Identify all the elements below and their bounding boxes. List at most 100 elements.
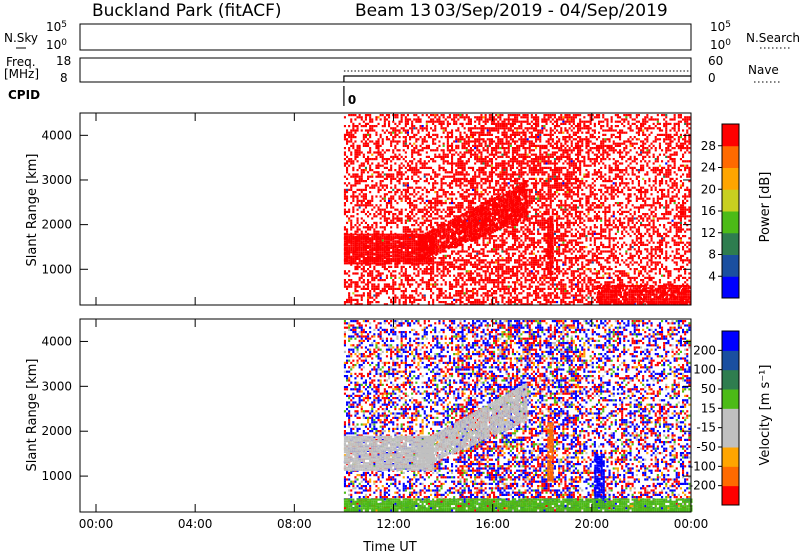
scatter-cell (562, 237, 565, 240)
scatter-cell (499, 276, 502, 279)
scatter-cell (461, 193, 464, 196)
scatter-cell (543, 239, 546, 242)
scatter-cell (371, 180, 374, 183)
scatter-cell (394, 147, 397, 150)
scatter-cell (541, 294, 544, 297)
scatter-cell (549, 136, 552, 139)
scatter-cell (451, 169, 454, 172)
scatter-cell (411, 153, 414, 156)
scatter-cell (461, 144, 464, 147)
scatter-cell (568, 116, 571, 119)
scatter-cell (463, 217, 466, 220)
nsky-label: N.Sky (4, 31, 38, 45)
scatter-cell (451, 171, 454, 174)
scatter-cell (446, 136, 449, 139)
scatter-cell (503, 230, 506, 233)
scatter-cell (457, 206, 460, 209)
scatter-cell (461, 204, 464, 207)
scatter-cell (354, 298, 357, 301)
scatter-cell (509, 122, 512, 125)
scatter-cell (461, 206, 464, 209)
scatter-cell (528, 224, 531, 227)
scatter-cell (566, 120, 569, 123)
scatter-cell (528, 237, 531, 240)
scatter-cell (505, 125, 508, 128)
scatter-cell (558, 182, 561, 185)
scatter-cell (516, 162, 519, 165)
scatter-cell (448, 186, 451, 189)
scatter-cell (364, 213, 367, 216)
scatter-cell (383, 177, 386, 180)
scatter-cell (566, 208, 569, 211)
scatter-cell (528, 136, 531, 139)
scatter-cell (505, 259, 508, 262)
scatter-cell (364, 221, 367, 224)
scatter-cell (434, 217, 437, 220)
scatter-cell (503, 164, 506, 167)
scatter-cell (549, 184, 552, 187)
scatter-cell (343, 116, 346, 119)
scatter-cell (371, 285, 374, 288)
scatter-cell (499, 127, 502, 130)
scatter-cell (486, 268, 489, 271)
scatter-cell (350, 158, 353, 161)
scatter-cell (430, 296, 433, 299)
scatter-cell (501, 246, 504, 249)
scatter-cell (474, 158, 477, 161)
scatter-cell (436, 252, 439, 255)
scatter-cell (430, 270, 433, 273)
scatter-cell (553, 158, 556, 161)
scatter-cell (421, 281, 424, 284)
scatter-cell (553, 162, 556, 165)
scatter-cell (430, 114, 433, 117)
scatter-cell (526, 155, 529, 158)
scatter-cell (442, 158, 445, 161)
scatter-cell (553, 160, 556, 163)
scatter-cell (417, 129, 420, 132)
scatter-cell (528, 149, 531, 152)
scatter-cell (501, 263, 504, 266)
scatter-cell (369, 169, 372, 172)
scatter-cell (478, 118, 481, 121)
scatter-cell (459, 272, 462, 275)
scatter-cell (497, 193, 500, 196)
scatter-cell (530, 261, 533, 264)
scatter-cell (467, 199, 470, 202)
scatter-cell (530, 149, 533, 152)
scatter-cell (354, 294, 357, 297)
scatter-cell (390, 239, 393, 242)
scatter-cell (348, 270, 351, 273)
scatter-cell (360, 268, 363, 271)
scatter-cell (356, 228, 359, 231)
scatter-cell (560, 301, 563, 304)
scatter-cell (526, 120, 529, 123)
scatter-cell (400, 281, 403, 284)
scatter-cell (537, 261, 540, 264)
scatter-cell (413, 169, 416, 172)
scatter-cell (490, 118, 493, 121)
scatter-cell (522, 142, 525, 145)
scatter-cell (482, 120, 485, 123)
scatter-cell (472, 279, 475, 282)
scatter-cell (404, 140, 407, 143)
scatter-cell (364, 206, 367, 209)
scatter-cell (507, 122, 510, 125)
scatter-cell (516, 215, 519, 218)
scatter-cell (423, 138, 426, 141)
scatter-cell (413, 265, 416, 268)
scatter-cell (360, 221, 363, 224)
scatter-cell (484, 114, 487, 117)
scatter-cell (558, 160, 561, 163)
scatter-cell (511, 243, 514, 246)
scatter-cell (369, 120, 372, 123)
scatter-cell (558, 270, 561, 273)
scatter-cell (488, 202, 491, 205)
scatter-cell (419, 268, 422, 271)
scatter-cell (415, 120, 418, 123)
scatter-cell (385, 193, 388, 196)
scatter-cell (371, 162, 374, 165)
scatter-cell (556, 221, 559, 224)
scatter-cell (388, 138, 391, 141)
scatter-cell (465, 149, 468, 152)
scatter-cell (371, 127, 374, 130)
